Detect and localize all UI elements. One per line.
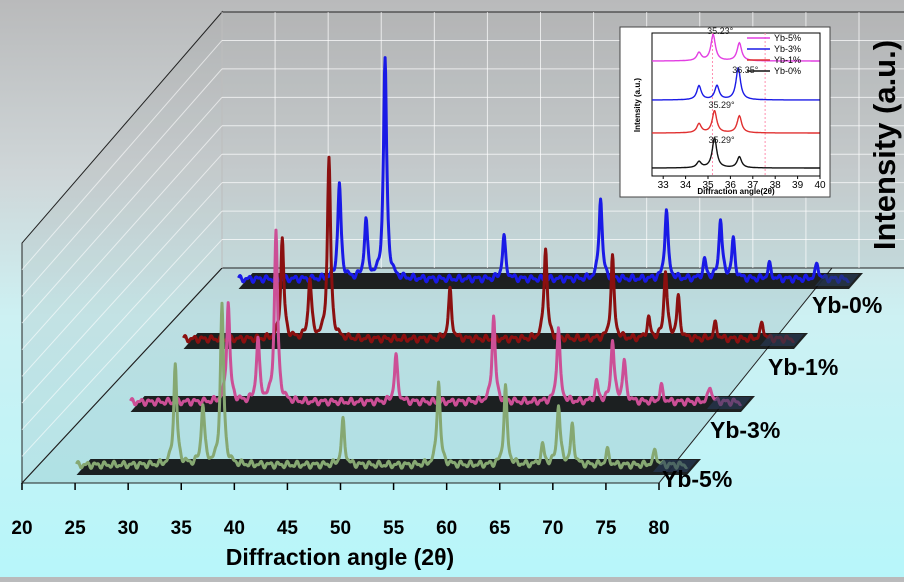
z-axis-title: Intensity (a.u.) [867, 40, 902, 250]
inset-plot-area [651, 32, 821, 177]
inset-legend-label-Yb-5%: Yb-5% [774, 33, 801, 43]
inset-x-tick-label: 36 [725, 180, 737, 191]
x-tick-label: 40 [224, 518, 245, 539]
category-label-Yb-3%: Yb-3% [710, 417, 780, 443]
x-tick-label: 65 [489, 518, 511, 539]
inset-x-tick-label: 33 [658, 180, 670, 191]
series-floor-Yb-0% [238, 273, 863, 289]
x-tick-label: 50 [330, 518, 351, 539]
x-tick-label: 70 [542, 518, 563, 539]
inset-legend-label-Yb-3%: Yb-3% [774, 44, 801, 54]
inset-y-axis-title: Intensity (a.u.) [633, 78, 642, 133]
inset-annotation: 35.29° [708, 100, 735, 110]
series-line-Yb-1% [182, 155, 796, 344]
category-label-Yb-5%: Yb-5% [662, 466, 732, 492]
inset-series-Yb-5% [652, 34, 820, 62]
series-line-Yb-3% [129, 228, 743, 407]
side-grid-line [21, 97, 223, 324]
inset-series-Yb-0% [652, 137, 820, 169]
side-grid-line [21, 239, 223, 457]
x-axis-title: Diffraction angle (2θ) [226, 544, 454, 570]
inset-annotation: 35.29° [708, 135, 735, 145]
series-endcap-Yb-0% [815, 274, 859, 286]
inset-x-tick-label: 38 [770, 180, 782, 191]
inset-series-Yb-3% [652, 67, 820, 101]
inset-x-tick-label: 35 [702, 180, 714, 191]
inset-x-tick-label: 34 [680, 180, 692, 191]
side-grid-line [21, 125, 223, 350]
series-endcap-Yb-1% [760, 334, 804, 346]
x-tick-label: 30 [118, 518, 139, 539]
side-grid-line [21, 68, 223, 297]
inset-legend-label-Yb-0%: Yb-0% [774, 66, 801, 76]
x-tick-label: 75 [595, 518, 617, 539]
x-tick-label: 80 [648, 518, 669, 539]
inset-annotation: 36.35° [732, 65, 759, 75]
x-tick-label: 25 [65, 518, 87, 539]
x-tick-label: 60 [436, 518, 457, 539]
inset-x-tick-label: 39 [792, 180, 804, 191]
inset-x-tick-label: 40 [814, 180, 826, 191]
category-label-Yb-1%: Yb-1% [768, 354, 838, 380]
series-endcap-Yb-3% [707, 397, 751, 409]
side-grid-line [21, 210, 223, 431]
series-endcap-Yb-5% [653, 460, 697, 472]
side-grid-line [21, 40, 223, 270]
inset-x-axis-title: Diffraction angle(2θ) [697, 187, 775, 196]
inset-annotation: 35.23° [707, 26, 734, 36]
category-label-Yb-0%: Yb-0% [812, 292, 882, 318]
inset-x-tick-label: 37 [747, 180, 759, 191]
side-grid-line [21, 153, 223, 377]
series-line-Yb-5% [75, 301, 689, 470]
series-floor-Yb-5% [76, 459, 701, 475]
series-floor-Yb-3% [130, 396, 755, 412]
inset-series-Yb-1% [652, 110, 820, 134]
x-tick-label: 45 [277, 518, 299, 539]
inset-legend-label-Yb-1%: Yb-1% [774, 55, 801, 65]
side-grid-line [21, 182, 223, 404]
x-tick-label: 20 [11, 518, 32, 539]
x-tick-label: 35 [171, 518, 193, 539]
x-tick-label: 55 [383, 518, 405, 539]
